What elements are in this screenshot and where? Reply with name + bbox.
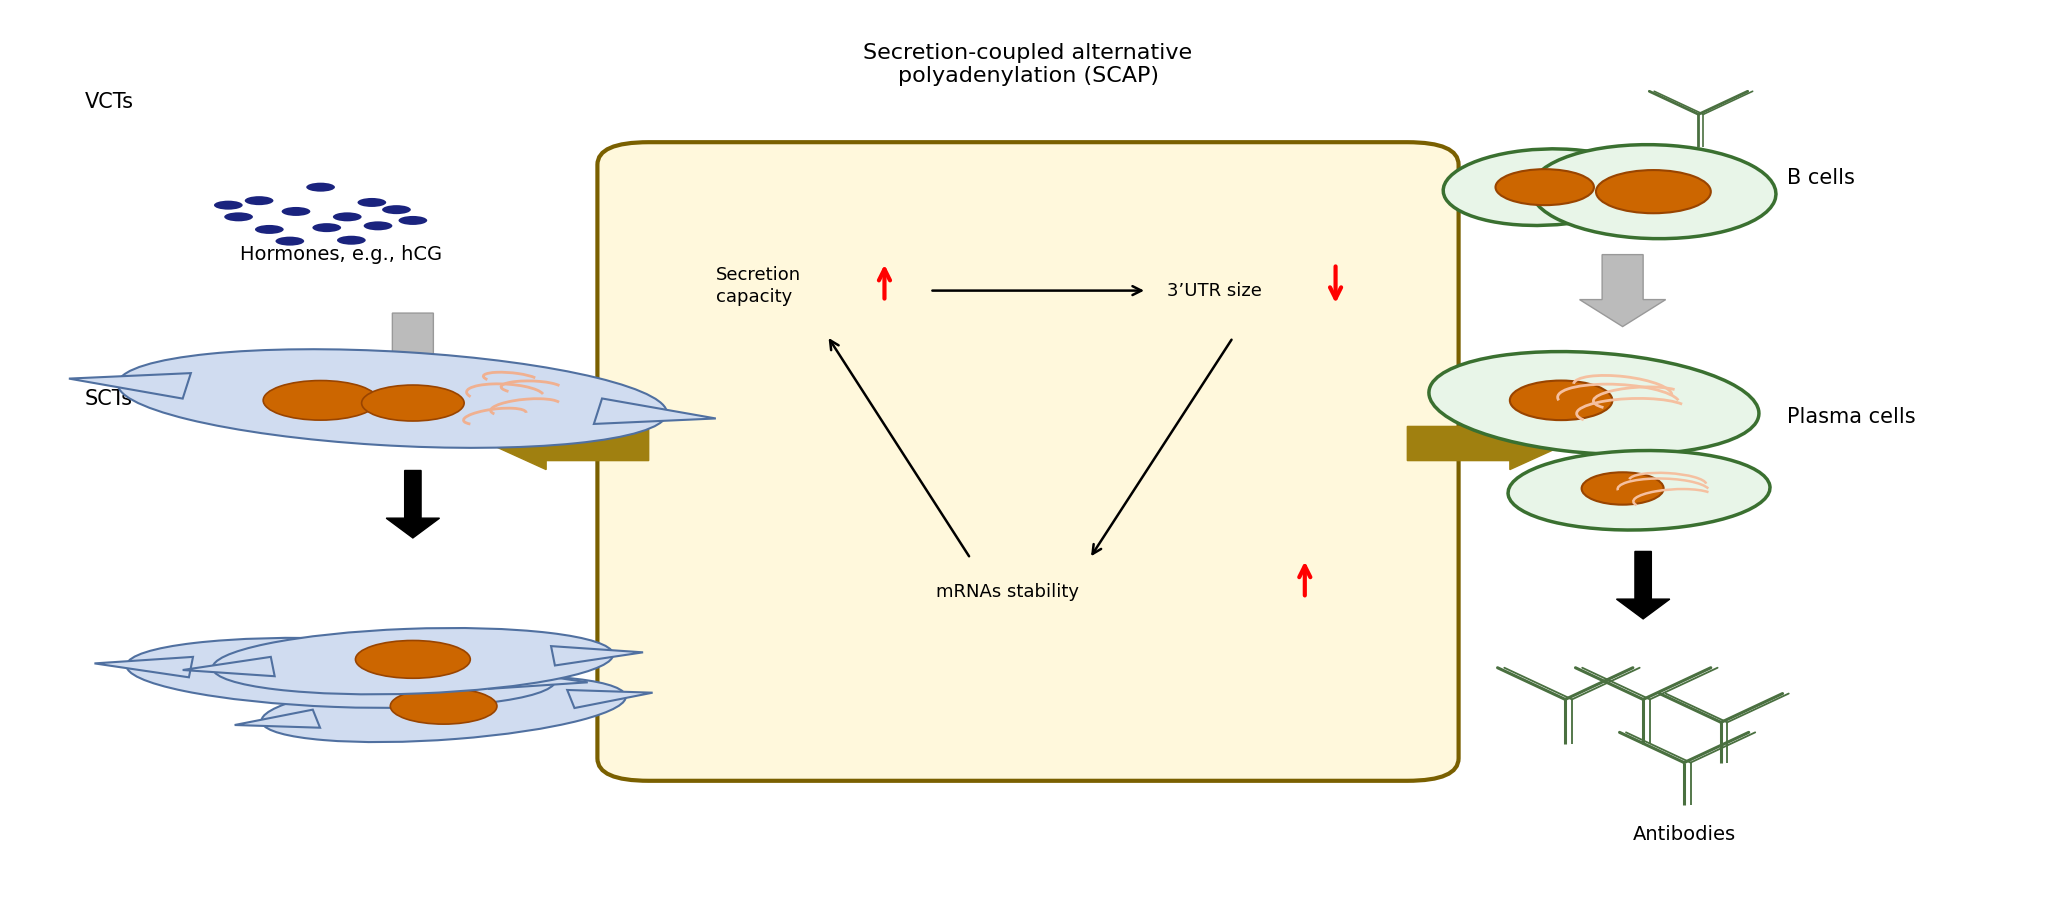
Ellipse shape <box>356 641 471 678</box>
Text: Secretion-coupled alternative
polyadenylation (SCAP): Secretion-coupled alternative polyadenyl… <box>864 43 1192 87</box>
Polygon shape <box>95 657 193 677</box>
FancyArrow shape <box>1616 551 1669 619</box>
Ellipse shape <box>364 222 393 231</box>
Ellipse shape <box>127 638 555 708</box>
Ellipse shape <box>399 216 428 225</box>
Ellipse shape <box>269 653 393 692</box>
Text: B cells: B cells <box>1787 168 1855 188</box>
Polygon shape <box>551 646 644 665</box>
Ellipse shape <box>1509 380 1612 420</box>
Text: 3’UTR size: 3’UTR size <box>1168 281 1262 300</box>
Text: Hormones, e.g., hCG: Hormones, e.g., hCG <box>241 245 442 264</box>
Ellipse shape <box>362 385 465 421</box>
Ellipse shape <box>1595 170 1711 214</box>
Ellipse shape <box>214 201 243 210</box>
Ellipse shape <box>1532 145 1776 239</box>
FancyBboxPatch shape <box>598 142 1458 781</box>
Polygon shape <box>70 373 191 398</box>
Ellipse shape <box>1443 148 1647 225</box>
Ellipse shape <box>212 628 613 694</box>
Ellipse shape <box>224 213 253 222</box>
Ellipse shape <box>358 198 387 207</box>
Ellipse shape <box>255 225 284 233</box>
Ellipse shape <box>333 213 362 222</box>
Ellipse shape <box>337 235 366 244</box>
Ellipse shape <box>391 688 498 724</box>
Text: SCTs: SCTs <box>84 388 134 408</box>
Ellipse shape <box>1581 472 1663 505</box>
FancyArrow shape <box>1408 417 1567 470</box>
Ellipse shape <box>1495 169 1593 205</box>
FancyArrow shape <box>489 417 648 470</box>
Text: VCTs: VCTs <box>84 91 134 111</box>
Ellipse shape <box>261 676 625 742</box>
Polygon shape <box>183 657 276 676</box>
Ellipse shape <box>117 349 666 448</box>
Ellipse shape <box>263 380 378 420</box>
Ellipse shape <box>276 236 304 245</box>
Polygon shape <box>234 710 321 728</box>
Ellipse shape <box>245 196 273 205</box>
FancyArrow shape <box>387 471 440 538</box>
Ellipse shape <box>313 224 341 233</box>
Ellipse shape <box>382 205 411 214</box>
FancyArrow shape <box>370 313 456 385</box>
Ellipse shape <box>1507 451 1770 530</box>
Text: Antibodies: Antibodies <box>1632 825 1735 844</box>
Polygon shape <box>567 690 652 708</box>
Ellipse shape <box>306 183 335 192</box>
Text: Secretion
capacity: Secretion capacity <box>715 266 802 306</box>
Polygon shape <box>489 669 588 689</box>
FancyArrow shape <box>1579 254 1665 327</box>
Polygon shape <box>594 398 715 424</box>
Text: mRNAs stability: mRNAs stability <box>935 583 1079 601</box>
Text: Plasma cells: Plasma cells <box>1787 406 1916 426</box>
Ellipse shape <box>1429 351 1760 454</box>
Ellipse shape <box>282 207 310 216</box>
